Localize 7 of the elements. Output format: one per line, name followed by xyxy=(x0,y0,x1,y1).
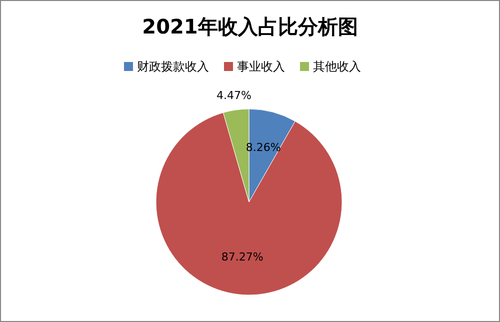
data-label: 87.27% xyxy=(221,250,264,264)
pie-slice xyxy=(156,112,342,296)
data-label: 4.47% xyxy=(216,89,252,102)
legend-label: 事业收入 xyxy=(237,59,285,74)
chart-title: 2021年收入占比分析图 xyxy=(142,14,358,38)
legend-label: 财政拨款收入 xyxy=(137,59,209,74)
legend-label: 其他收入 xyxy=(313,59,361,74)
